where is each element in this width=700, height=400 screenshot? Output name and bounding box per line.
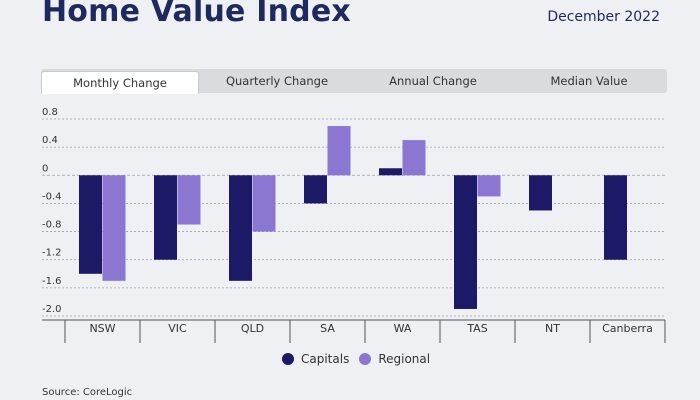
x-tick-label: Canberra [602,322,653,335]
legend-item-capitals[interactable]: Capitals [282,352,349,366]
y-tick-label: 0 [42,163,48,174]
legend-item-regional[interactable]: Regional [359,352,430,366]
source-note: Source: CoreLogic [42,387,133,398]
bar-capitals-canberra [604,175,627,260]
bar-capitals-nsw [79,175,102,274]
page-title: Home Value Index [42,0,351,29]
bar-regional-qld [252,175,276,232]
tab-quarterly-change[interactable]: Quarterly Change [225,74,329,88]
legend-label-regional: Regional [378,352,431,366]
tab-bar: Monthly Change Quarterly Change Annual C… [41,69,667,94]
legend-label-capitals: Capitals [301,352,350,366]
bar-capitals-qld [229,175,252,281]
bar-regional-vic [177,175,201,225]
x-tick-label: QLD [241,322,264,335]
bar-regional-wa [402,140,426,176]
legend-swatch-capitals [282,353,294,365]
y-tick-label: 0.8 [42,107,58,118]
bar-capitals-wa [379,168,402,176]
bar-regional-tas [477,175,501,197]
bar-capitals-tas [454,175,477,309]
tab-monthly-change[interactable]: Monthly Change [41,71,199,94]
x-tick-label: NT [545,322,560,335]
y-tick-label: -1.2 [42,248,62,259]
bar-capitals-vic [154,175,177,260]
bar-capitals-nt [529,175,552,211]
date-label: December 2022 [547,9,660,25]
y-tick-label: -1.6 [42,276,62,287]
x-tick-label: SA [320,322,335,335]
chart-legend: Capitals Regional [282,352,430,366]
y-tick-label: -2.0 [42,304,62,315]
x-tick-label: TAS [466,322,487,335]
x-tick-label: WA [394,322,412,335]
legend-swatch-regional [359,353,372,365]
tab-annual-change[interactable]: Annual Change [389,74,477,88]
bar-capitals-sa [304,175,327,204]
bar-regional-nsw [102,175,126,281]
y-tick-label: -0.8 [42,220,62,231]
x-tick-label: VIC [168,322,187,335]
x-tick-label: NSW [89,322,115,335]
y-tick-label: -0.4 [42,191,62,202]
tab-median-value[interactable]: Median Value [550,74,628,88]
y-tick-label: 0.4 [42,135,58,146]
bar-regional-sa [327,126,351,176]
